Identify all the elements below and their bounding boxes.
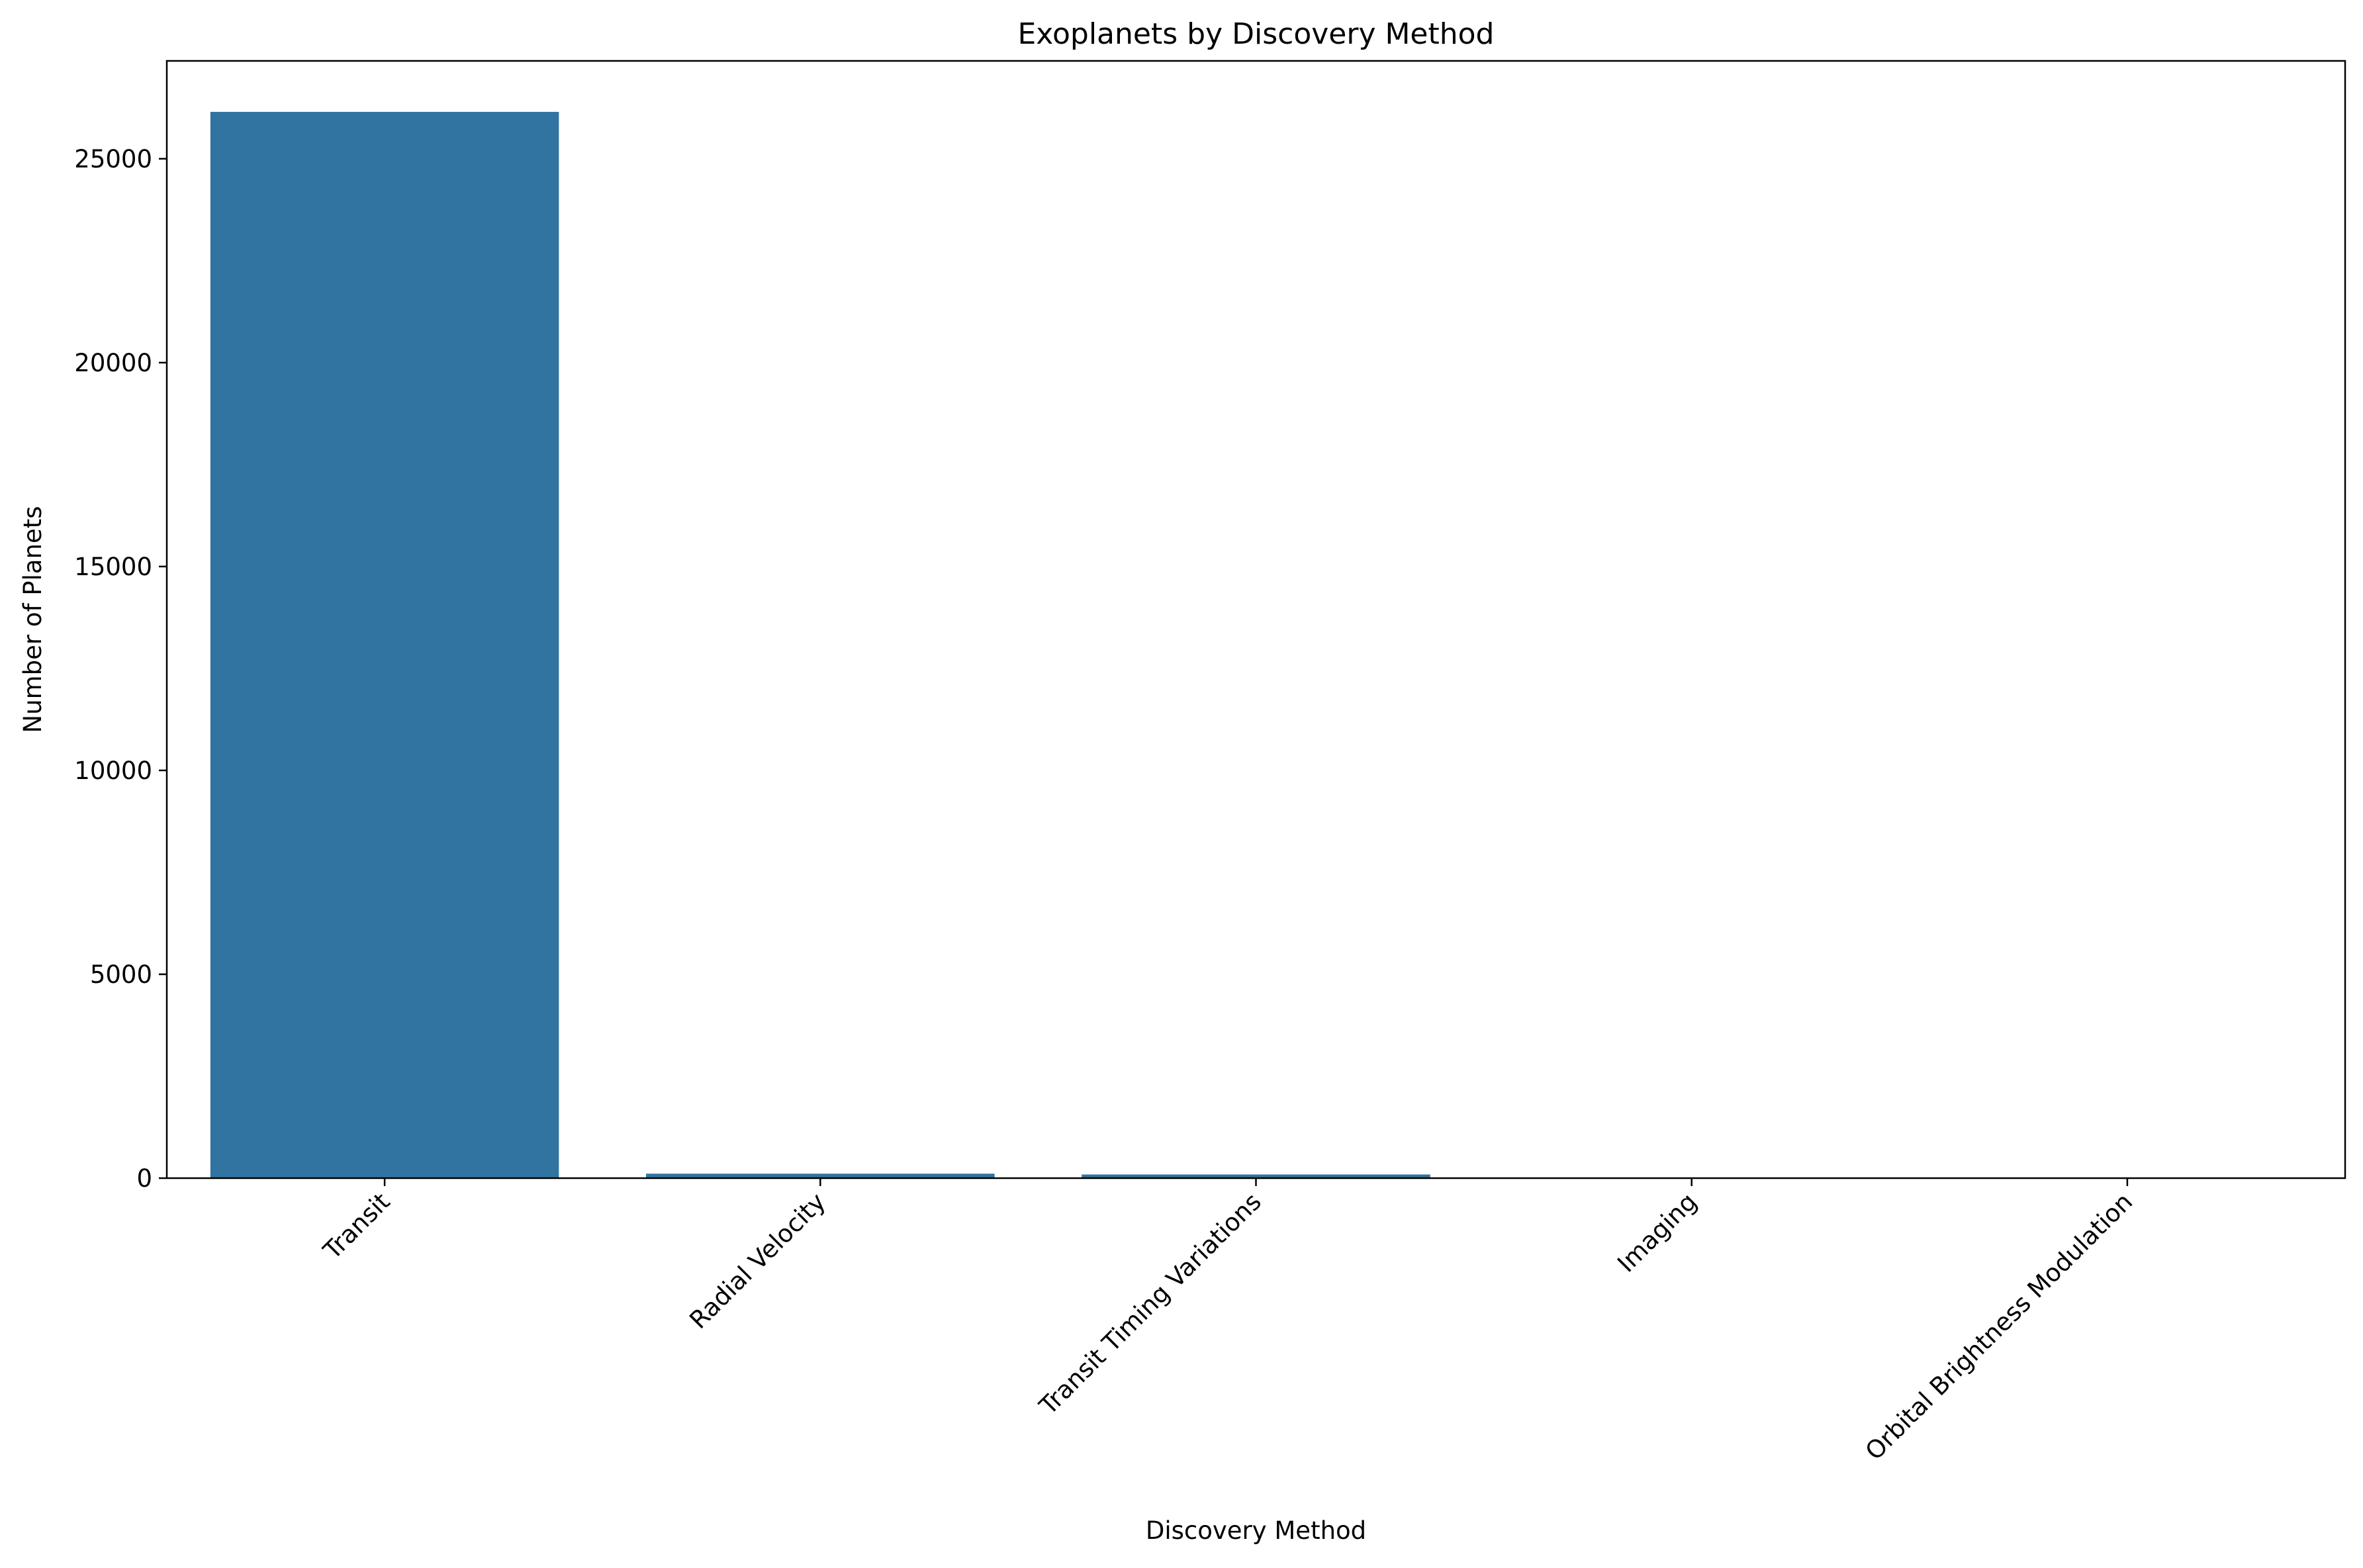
x-axis-label: Discovery Method (1146, 1516, 1366, 1545)
bar-transit (210, 112, 559, 1178)
y-axis-label: Number of Planets (19, 506, 47, 733)
y-tick-label: 20000 (74, 349, 152, 377)
chart-title: Exoplanets by Discovery Method (1018, 17, 1495, 51)
y-tick-label: 5000 (90, 960, 152, 989)
y-tick-label: 15000 (74, 553, 152, 581)
y-tick-label: 25000 (74, 145, 152, 173)
y-tick-label: 0 (136, 1164, 152, 1193)
y-tick-label: 10000 (74, 757, 152, 785)
